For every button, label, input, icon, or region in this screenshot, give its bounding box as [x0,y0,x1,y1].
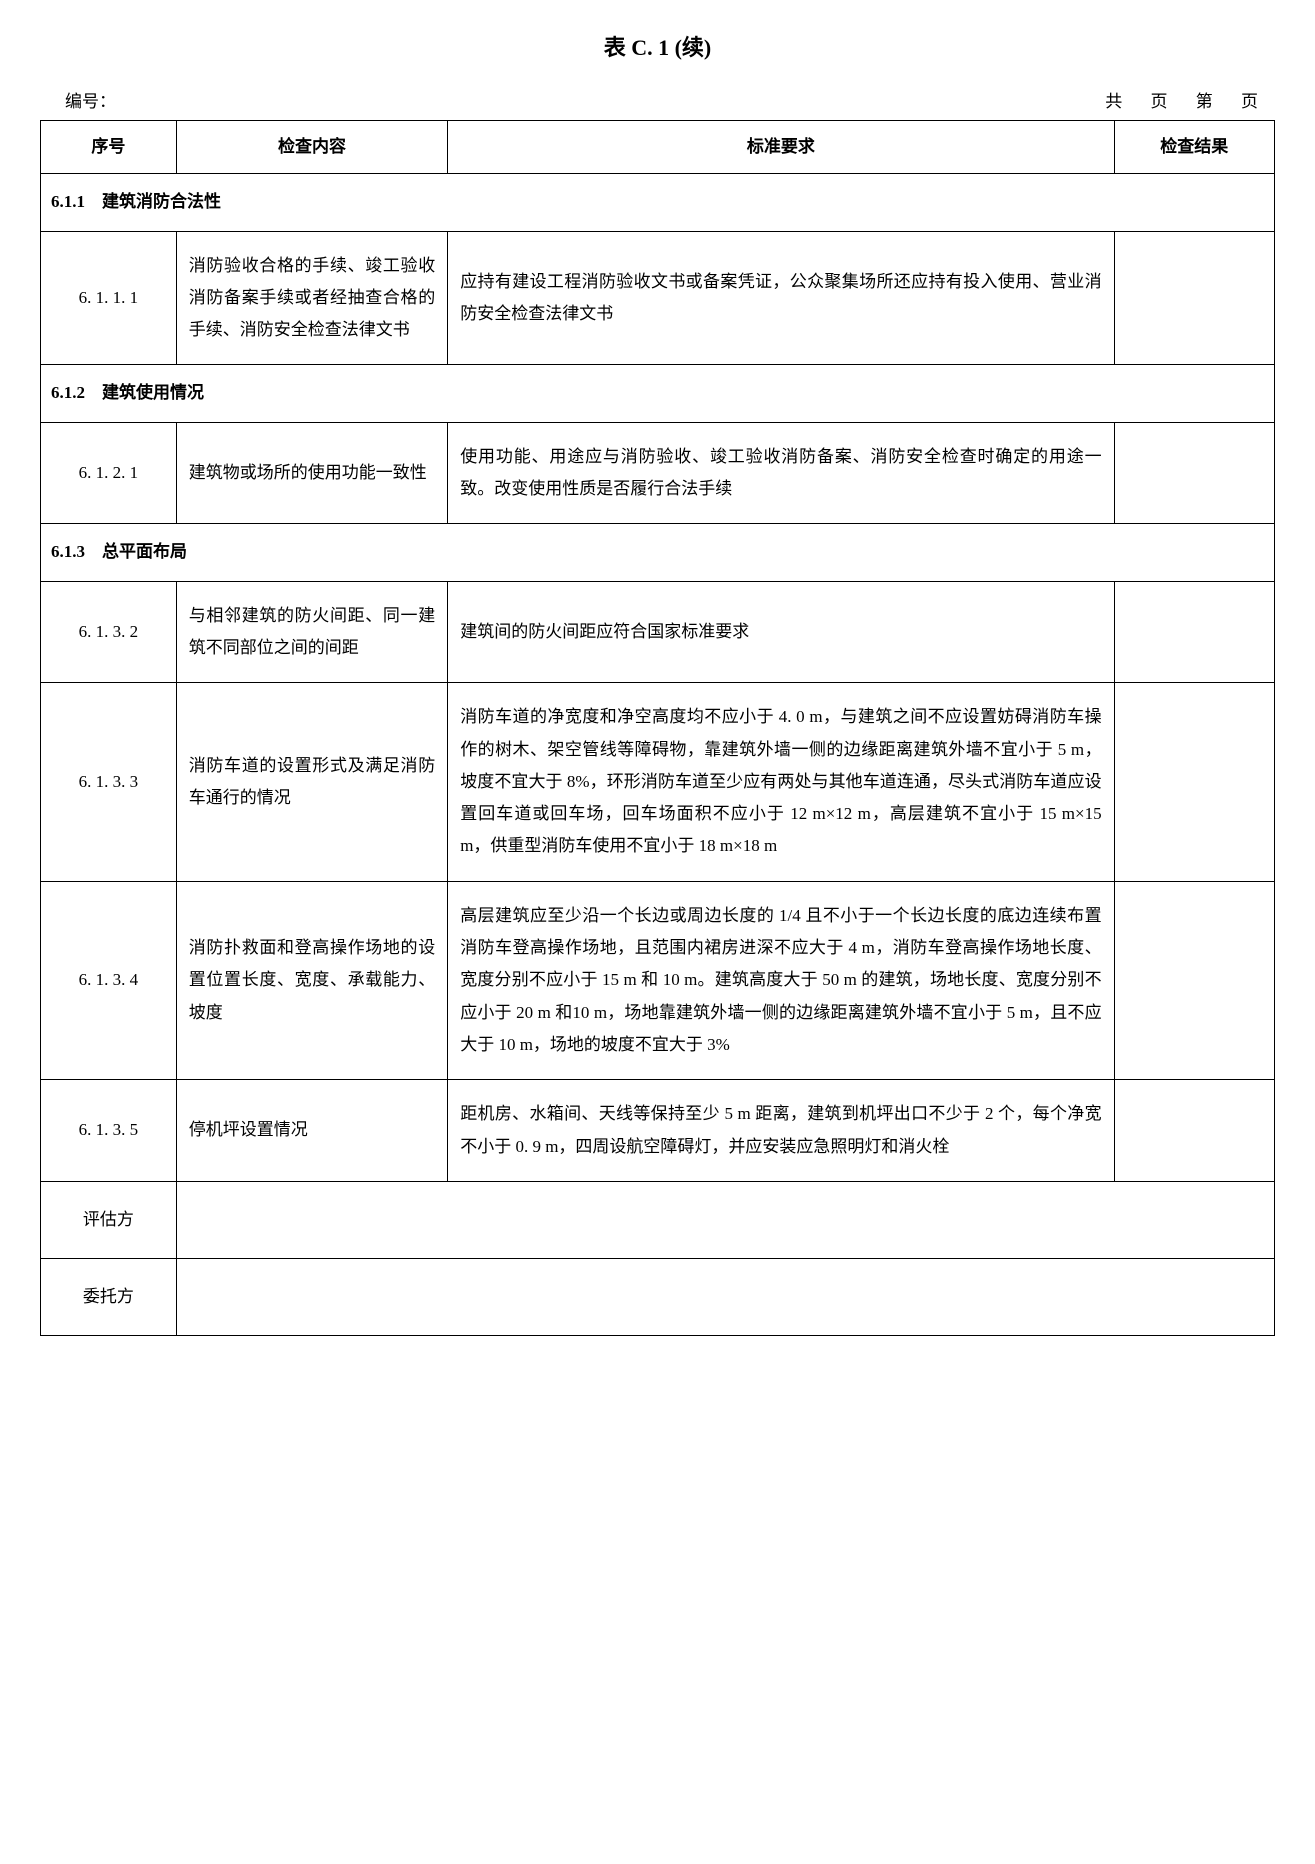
page-title: 表 C. 1 (续) [40,30,1275,62]
footer-client-row: 委托方 [41,1259,1275,1336]
table-row: 6. 1. 3. 3消防车道的设置形式及满足消防车通行的情况消防车道的净宽度和净… [41,683,1275,881]
table-row: 6. 1. 2. 1建筑物或场所的使用功能一致性使用功能、用途应与消防验收、竣工… [41,422,1275,524]
col-header-result: 检查结果 [1114,121,1274,174]
section-header-cell: 6.1.3 总平面布局 [41,524,1275,581]
section-header-row: 6.1.3 总平面布局 [41,524,1275,581]
table-row: 6. 1. 3. 2与相邻建筑的防火间距、同一建筑不同部位之间的间距建筑间的防火… [41,581,1275,683]
cell-result [1114,683,1274,881]
section-header-row: 6.1.2 建筑使用情况 [41,365,1275,422]
col-header-seq: 序号 [41,121,177,174]
footer-client-blank [176,1259,1274,1336]
cell-content: 消防车道的设置形式及满足消防车通行的情况 [176,683,447,881]
cell-standard: 应持有建设工程消防验收文书或备案凭证，公众聚集场所还应持有投入使用、营业消防安全… [448,231,1114,365]
cell-content: 停机坪设置情况 [176,1080,447,1182]
cell-seq: 6. 1. 2. 1 [41,422,177,524]
cell-seq: 6. 1. 3. 4 [41,881,177,1079]
cell-seq: 6. 1. 3. 2 [41,581,177,683]
section-header-row: 6.1.1 建筑消防合法性 [41,174,1275,231]
footer-evaluator-blank [176,1181,1274,1258]
cell-content: 消防扑救面和登高操作场地的设置位置长度、宽度、承载能力、坡度 [176,881,447,1079]
cell-content: 消防验收合格的手续、竣工验收消防备案手续或者经抽查合格的手续、消防安全检查法律文… [176,231,447,365]
cell-seq: 6. 1. 3. 5 [41,1080,177,1182]
numbering-label: 编号： [45,87,116,112]
cell-result [1114,581,1274,683]
cell-standard: 建筑间的防火间距应符合国家标准要求 [448,581,1114,683]
footer-evaluator-row: 评估方 [41,1181,1275,1258]
cell-standard: 距机房、水箱间、天线等保持至少 5 m 距离，建筑到机坪出口不少于 2 个，每个… [448,1080,1114,1182]
cell-seq: 6. 1. 1. 1 [41,231,177,365]
cell-standard: 高层建筑应至少沿一个长边或周边长度的 1/4 且不小于一个长边长度的底边连续布置… [448,881,1114,1079]
footer-evaluator-label: 评估方 [41,1181,177,1258]
cell-seq: 6. 1. 3. 3 [41,683,177,881]
table-row: 6. 1. 1. 1消防验收合格的手续、竣工验收消防备案手续或者经抽查合格的手续… [41,231,1275,365]
page-info: 共 页 第 页 [1105,87,1270,112]
cell-standard: 使用功能、用途应与消防验收、竣工验收消防备案、消防安全检查时确定的用途一致。改变… [448,422,1114,524]
table-row: 6. 1. 3. 5停机坪设置情况距机房、水箱间、天线等保持至少 5 m 距离，… [41,1080,1275,1182]
section-header-cell: 6.1.2 建筑使用情况 [41,365,1275,422]
cell-standard: 消防车道的净宽度和净空高度均不应小于 4. 0 m，与建筑之间不应设置妨碍消防车… [448,683,1114,881]
cell-result [1114,881,1274,1079]
table-header-row: 序号 检查内容 标准要求 检查结果 [41,121,1275,174]
footer-client-label: 委托方 [41,1259,177,1336]
col-header-content: 检查内容 [176,121,447,174]
cell-result [1114,422,1274,524]
header-row: 编号： 共 页 第 页 [40,87,1275,112]
cell-result [1114,1080,1274,1182]
inspection-table: 序号 检查内容 标准要求 检查结果 6.1.1 建筑消防合法性6. 1. 1. … [40,120,1275,1336]
section-header-cell: 6.1.1 建筑消防合法性 [41,174,1275,231]
cell-content: 建筑物或场所的使用功能一致性 [176,422,447,524]
cell-result [1114,231,1274,365]
cell-content: 与相邻建筑的防火间距、同一建筑不同部位之间的间距 [176,581,447,683]
col-header-standard: 标准要求 [448,121,1114,174]
table-row: 6. 1. 3. 4消防扑救面和登高操作场地的设置位置长度、宽度、承载能力、坡度… [41,881,1275,1079]
